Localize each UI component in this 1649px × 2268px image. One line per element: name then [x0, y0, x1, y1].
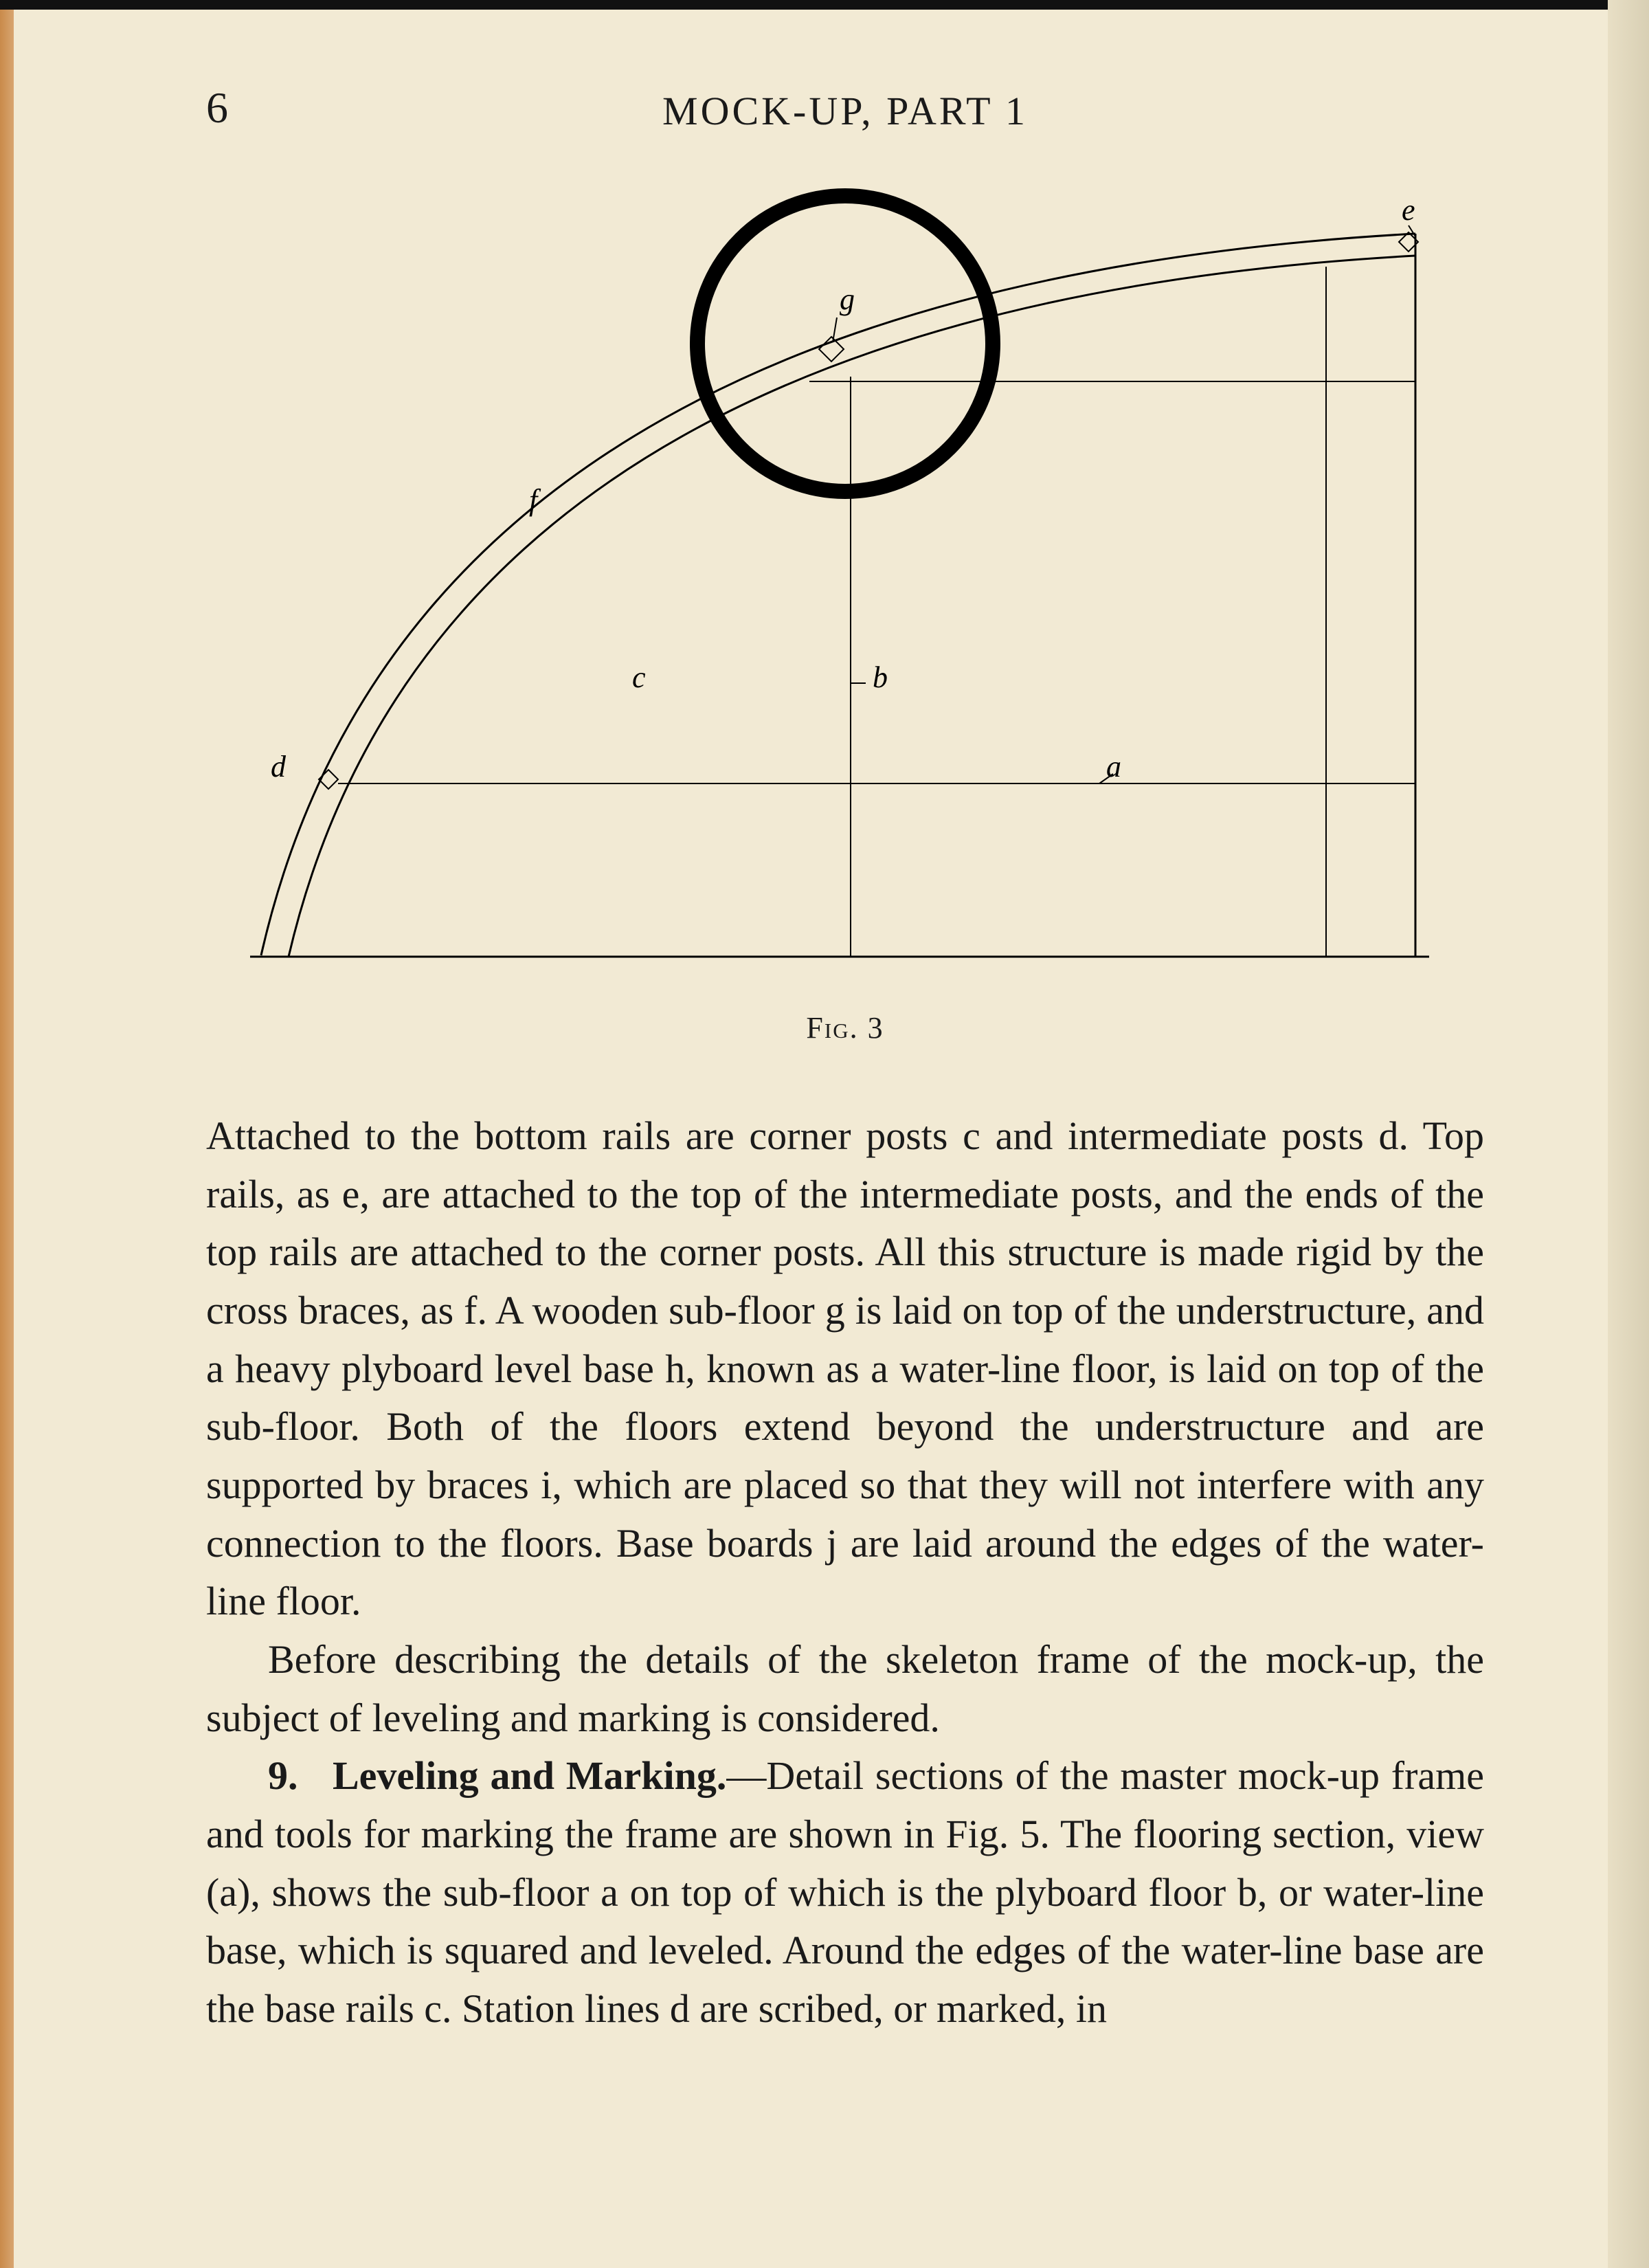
body-text: Attached to the bottom rails are corner …: [206, 1107, 1484, 2038]
svg-text:f: f: [529, 483, 541, 517]
figure-caption: Fig. 3: [206, 1010, 1484, 1045]
paragraph-1: Attached to the bottom rails are corner …: [206, 1107, 1484, 1631]
section-title: Leveling and Marking.: [333, 1753, 726, 1798]
svg-text:c: c: [632, 660, 646, 694]
section-number: 9.: [268, 1753, 298, 1798]
page-right-edge: [1608, 0, 1649, 2268]
svg-text:d: d: [271, 750, 287, 783]
svg-text:b: b: [873, 660, 888, 694]
running-title: MOCK-UP, PART 1: [662, 88, 1028, 134]
figure-3-svg: a b c d e f g: [240, 186, 1450, 990]
page-left-edge: [0, 0, 14, 2268]
paragraph-3: 9. Leveling and Marking.—Detail sections…: [206, 1747, 1484, 2038]
svg-text:a: a: [1106, 750, 1121, 783]
svg-text:g: g: [840, 282, 855, 316]
paragraph-2: Before describing the details of the ske…: [206, 1631, 1484, 1747]
page-number: 6: [206, 82, 229, 133]
svg-text:e: e: [1402, 193, 1415, 227]
page-top-edge: [0, 0, 1649, 10]
figure-3: a b c d e f g Fig. 3: [206, 186, 1484, 1045]
book-page: 6 MOCK-UP, PART 1 a b c d e f g Fig. 3 Attache…: [0, 0, 1649, 2268]
page-header: 6 MOCK-UP, PART 1: [206, 82, 1484, 144]
